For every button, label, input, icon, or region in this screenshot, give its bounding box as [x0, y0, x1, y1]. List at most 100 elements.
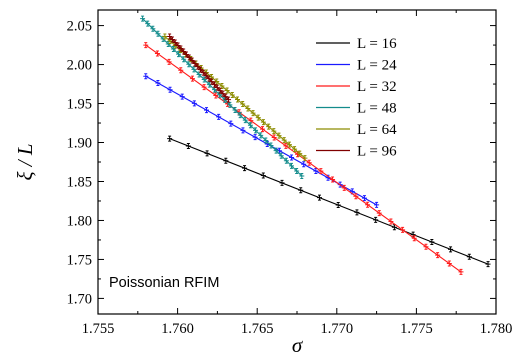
data-point — [185, 142, 191, 149]
data-point — [145, 20, 151, 27]
data-point — [466, 253, 472, 260]
data-point — [313, 168, 319, 175]
data-point — [167, 38, 173, 45]
data-point — [318, 168, 324, 175]
series-layer — [140, 15, 491, 275]
data-point — [271, 128, 277, 135]
data-point — [271, 134, 277, 141]
series-line — [145, 75, 377, 206]
data-point — [435, 252, 441, 259]
data-point — [411, 235, 417, 242]
data-point — [216, 113, 222, 120]
data-point — [179, 93, 185, 100]
data-point — [299, 173, 305, 180]
data-point — [206, 75, 212, 82]
data-point — [373, 216, 379, 223]
data-point — [224, 100, 230, 107]
data-point — [203, 72, 209, 79]
data-point — [391, 224, 397, 231]
data-point — [191, 100, 197, 107]
data-point — [195, 63, 201, 70]
data-point — [263, 137, 269, 144]
data-point — [167, 86, 173, 93]
data-point — [169, 36, 175, 43]
x-tick-label: 1.770 — [320, 321, 353, 337]
data-point — [255, 114, 261, 121]
data-point — [227, 101, 233, 108]
data-point — [232, 107, 238, 114]
data-point — [240, 127, 246, 134]
legend-item-L32: L = 32 — [316, 79, 397, 95]
data-point — [260, 126, 266, 133]
data-point — [212, 81, 218, 88]
data-point — [217, 91, 223, 98]
data-point — [175, 42, 181, 49]
data-point — [374, 201, 380, 208]
legend-item-L96: L = 96 — [316, 144, 397, 160]
data-point — [189, 57, 195, 64]
data-point — [283, 142, 289, 149]
data-point — [240, 101, 246, 108]
data-point — [196, 71, 202, 78]
data-point — [278, 152, 284, 159]
y-tick-label: 1.70 — [67, 291, 92, 307]
data-point — [181, 48, 187, 55]
data-point — [228, 120, 234, 127]
data-point — [204, 107, 210, 114]
x-tick-label: 1.775 — [400, 321, 433, 337]
data-point — [485, 261, 491, 268]
x-axis-title: σ — [292, 333, 304, 357]
data-point — [247, 122, 253, 129]
data-point — [235, 96, 241, 103]
legend-label: L = 48 — [357, 101, 397, 117]
data-point — [237, 112, 243, 119]
x-tick-label: 1.755 — [82, 321, 115, 337]
data-point — [203, 69, 209, 76]
data-point — [186, 54, 192, 61]
data-point — [283, 157, 289, 164]
data-point — [198, 65, 204, 72]
data-point — [160, 35, 166, 42]
x-tick-label: 1.765 — [241, 321, 274, 337]
data-point — [264, 140, 270, 147]
data-point — [330, 176, 336, 183]
data-point — [197, 66, 203, 73]
data-point — [201, 76, 207, 83]
series-line — [142, 18, 303, 177]
data-point — [245, 105, 251, 112]
data-point — [273, 147, 279, 154]
legend-label: L = 16 — [357, 36, 397, 52]
data-point — [217, 87, 223, 94]
data-point — [252, 134, 258, 141]
data-point — [222, 96, 228, 103]
data-point — [400, 226, 406, 233]
legend-item-L48: L = 48 — [316, 101, 397, 117]
data-point — [316, 194, 322, 201]
data-point — [220, 90, 226, 97]
data-point — [429, 238, 435, 245]
y-tick-label: 1.75 — [67, 252, 92, 268]
data-point — [276, 132, 282, 139]
data-point — [325, 174, 331, 181]
data-point — [335, 202, 341, 209]
data-point — [286, 141, 292, 148]
data-point — [167, 135, 173, 142]
data-point — [201, 84, 207, 91]
data-point — [260, 172, 266, 179]
y-tick-label: 2.00 — [67, 58, 92, 74]
series-L48 — [140, 15, 305, 180]
data-point — [297, 150, 303, 157]
data-point — [150, 25, 156, 32]
data-point — [155, 30, 161, 37]
data-point — [289, 154, 295, 161]
data-point — [292, 146, 298, 153]
data-point — [298, 187, 304, 194]
data-point — [214, 84, 220, 91]
data-point — [250, 110, 256, 117]
y-tick-label: 2.05 — [67, 19, 92, 35]
data-point — [172, 39, 178, 46]
data-point — [183, 51, 189, 58]
data-point — [295, 151, 301, 158]
legend-label: L = 64 — [357, 122, 397, 138]
